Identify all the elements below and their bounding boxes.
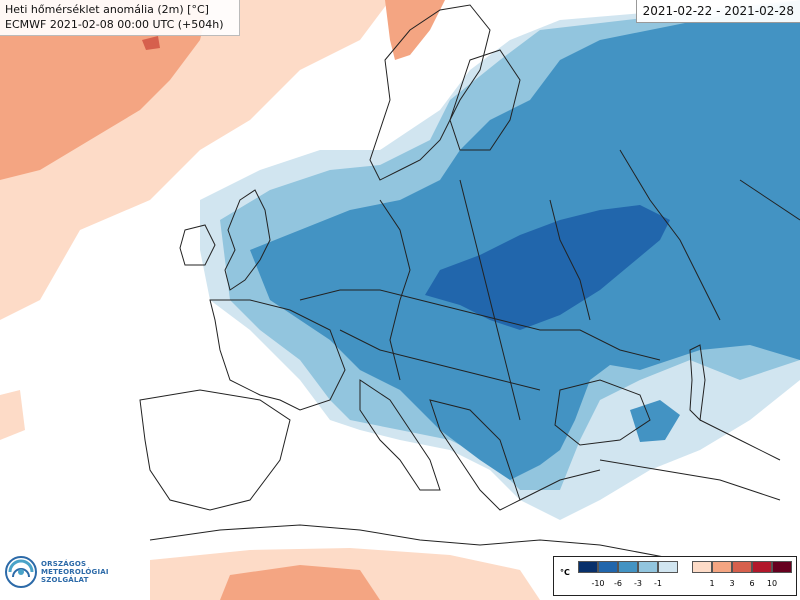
cold-anomaly-caspian (630, 400, 680, 442)
very-cold-anomaly-core (425, 205, 670, 330)
legend-tick-label: 3 (729, 579, 735, 588)
color-legend: °C -10 -6 -3 -1 1 3 6 10 (553, 556, 797, 596)
legend-tick-label: -6 (614, 579, 622, 588)
cool-anomaly-spot (530, 30, 575, 60)
warm-anomaly-atlantic-south (0, 390, 25, 440)
warm-anomaly-norway (385, 0, 445, 60)
legend-swatch-warm (732, 561, 752, 573)
legend-unit: °C (560, 568, 570, 577)
legend-tick-label: 10 (766, 579, 778, 588)
map-subtitle: ECMWF 2021-02-08 00:00 UTC (+504h) (5, 18, 224, 31)
map-title-box: Heti hőmérséklet anomália (2m) [°C] ECMW… (0, 0, 240, 36)
warm-anomaly-africa (220, 565, 380, 600)
legend-swatch-warm (712, 561, 732, 573)
legend-tick-label: 6 (749, 579, 755, 588)
legend-swatch-warm (772, 561, 792, 573)
coastlines (139, 4, 800, 581)
legend-swatch-cold (658, 561, 678, 573)
legend-swatch-warm (752, 561, 772, 573)
legend-swatch-cold (618, 561, 638, 573)
omsz-logo-text: ORSZÁGOS METEOROLÓGIAI SZOLGÁLAT (41, 560, 109, 584)
legend-tick-label: -10 (591, 579, 605, 588)
forecast-period: 2021-02-22 - 2021-02-28 (635, 0, 800, 23)
legend-swatch-warm (692, 561, 712, 573)
legend-tick-label: -3 (634, 579, 642, 588)
legend-swatch-cold (578, 561, 598, 573)
legend-tick-label: 1 (709, 579, 715, 588)
legend-tick-label: -1 (654, 579, 662, 588)
omsz-logo-icon (5, 556, 37, 588)
omsz-logo: ORSZÁGOS METEOROLÓGIAI SZOLGÁLAT (4, 550, 114, 594)
legend-swatch-cold (598, 561, 618, 573)
legend-swatch-cold (638, 561, 658, 573)
map-title: Heti hőmérséklet anomália (2m) [°C] (5, 3, 209, 16)
warm-anomaly-spot (142, 36, 160, 50)
